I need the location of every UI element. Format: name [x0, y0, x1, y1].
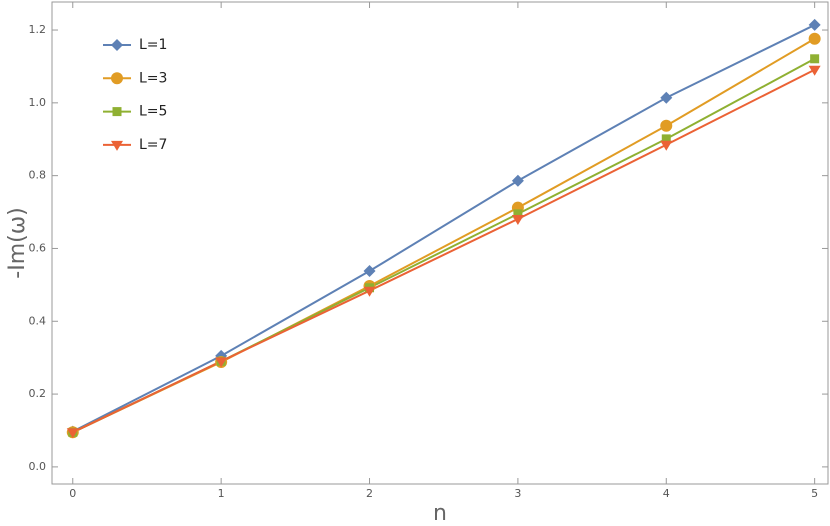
legend-marker	[111, 140, 123, 151]
y-tick-label: 0.8	[29, 169, 47, 182]
series-line	[72, 57, 816, 434]
data-point	[513, 209, 523, 219]
data-point	[215, 357, 228, 368]
x-tick-label: 0	[69, 487, 76, 500]
x-tick-label: 5	[811, 487, 818, 500]
data-point	[511, 174, 524, 187]
y-tick-label: 0.0	[29, 460, 47, 473]
series-line	[72, 37, 816, 434]
legend-label: L=1	[139, 37, 167, 53]
y-tick-label: 0.4	[29, 314, 47, 327]
x-tick-label: 2	[366, 487, 373, 500]
data-point	[808, 18, 821, 31]
legend-label: L=3	[139, 70, 167, 86]
y-tick-label: 1.0	[29, 96, 47, 109]
data-point	[66, 428, 79, 439]
legend-label: L=5	[139, 104, 167, 120]
x-tick-label: 3	[514, 487, 521, 500]
y-tick-label: 0.6	[29, 241, 47, 254]
series-line	[72, 68, 816, 434]
y-axis-label: -Im(ω)	[5, 207, 30, 278]
data-point	[808, 65, 821, 76]
x-tick-label: 4	[663, 487, 670, 500]
data-point	[363, 286, 376, 297]
x-axis-label: n	[433, 501, 447, 526]
legend-marker	[111, 39, 123, 51]
data-point	[808, 32, 821, 45]
y-tick-label: 0.2	[29, 387, 47, 400]
legend-marker	[112, 107, 122, 117]
plot-frame	[51, 1, 829, 485]
legend-marker	[111, 72, 123, 85]
y-tick-label: 1.2	[29, 23, 47, 36]
legend-label: L=7	[139, 137, 167, 153]
data-point	[660, 91, 673, 104]
data-point	[660, 140, 673, 151]
data-point	[363, 265, 376, 278]
data-point	[661, 134, 671, 144]
data-point	[511, 214, 524, 225]
series-line	[72, 24, 816, 433]
data-point	[660, 119, 673, 132]
data-point	[810, 54, 820, 64]
x-tick-label: 1	[218, 487, 225, 500]
